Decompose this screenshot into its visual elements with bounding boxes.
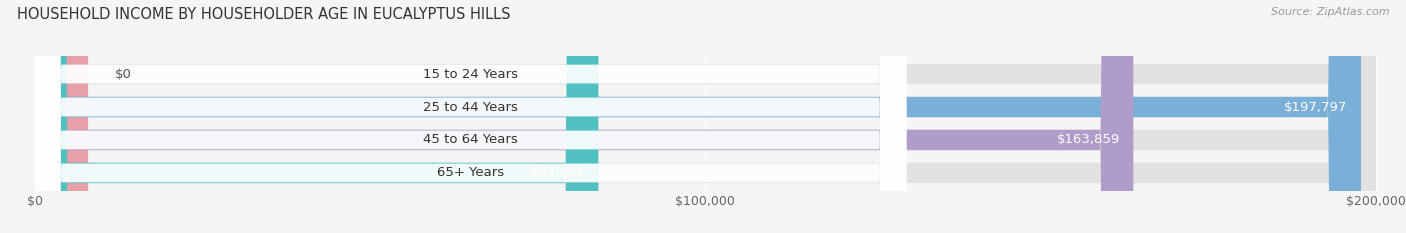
Text: $163,859: $163,859 <box>1057 134 1121 147</box>
FancyBboxPatch shape <box>35 0 1375 233</box>
FancyBboxPatch shape <box>35 0 907 233</box>
Text: 25 to 44 Years: 25 to 44 Years <box>423 100 517 113</box>
Text: $197,797: $197,797 <box>1284 100 1347 113</box>
Text: 15 to 24 Years: 15 to 24 Years <box>423 68 517 81</box>
FancyBboxPatch shape <box>35 0 1361 233</box>
FancyBboxPatch shape <box>35 0 1375 233</box>
FancyBboxPatch shape <box>35 0 907 233</box>
FancyBboxPatch shape <box>35 0 907 233</box>
Text: $84,091: $84,091 <box>530 166 585 179</box>
Text: HOUSEHOLD INCOME BY HOUSEHOLDER AGE IN EUCALYPTUS HILLS: HOUSEHOLD INCOME BY HOUSEHOLDER AGE IN E… <box>17 7 510 22</box>
Text: 45 to 64 Years: 45 to 64 Years <box>423 134 517 147</box>
FancyBboxPatch shape <box>35 0 907 233</box>
Text: 65+ Years: 65+ Years <box>437 166 503 179</box>
Text: $0: $0 <box>115 68 132 81</box>
FancyBboxPatch shape <box>35 0 89 233</box>
FancyBboxPatch shape <box>35 0 599 233</box>
FancyBboxPatch shape <box>35 0 1133 233</box>
FancyBboxPatch shape <box>35 0 1375 233</box>
FancyBboxPatch shape <box>35 0 1375 233</box>
Text: Source: ZipAtlas.com: Source: ZipAtlas.com <box>1271 7 1389 17</box>
